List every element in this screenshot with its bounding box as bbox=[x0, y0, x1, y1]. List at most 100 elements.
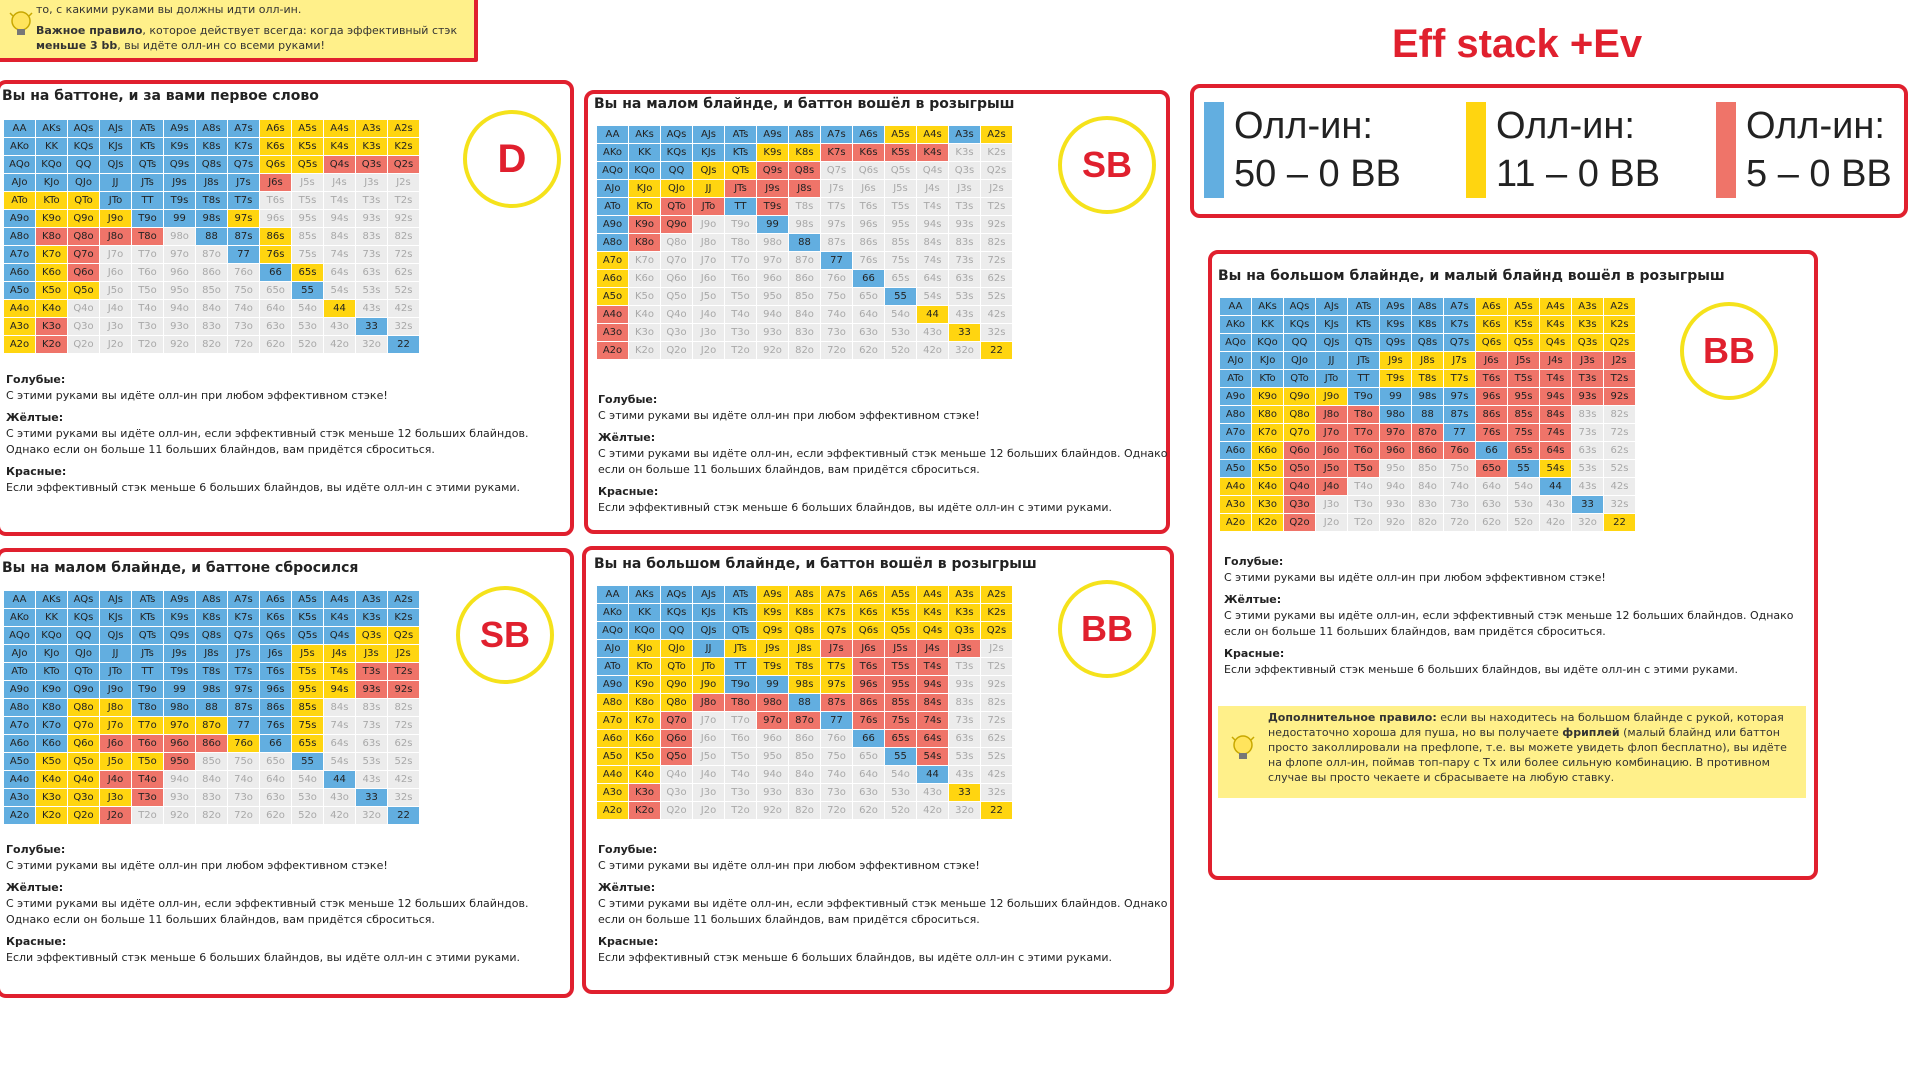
hand-cell: JTs bbox=[1348, 352, 1379, 369]
hand-cell: Q9o bbox=[68, 210, 99, 227]
hand-cell: Q6o bbox=[661, 730, 692, 747]
hand-cell: T5s bbox=[292, 663, 323, 680]
hand-cell: J6s bbox=[260, 174, 291, 191]
hand-cell: K9s bbox=[164, 609, 195, 626]
hand-cell: Q3o bbox=[1284, 496, 1315, 513]
hand-cell: 96s bbox=[260, 681, 291, 698]
grid-row: A5o K5o Q5o J5o T5o 95o 85o 75o 65o 55 54s 53s 52s bbox=[4, 282, 419, 299]
hand-cell: 44 bbox=[324, 771, 355, 788]
hand-cell: Q7o bbox=[68, 246, 99, 263]
hand-cell: Q5s bbox=[292, 156, 323, 173]
hand-cell: J2o bbox=[693, 802, 724, 819]
hand-cell: T4o bbox=[132, 300, 163, 317]
hand-cell: A3s bbox=[949, 586, 980, 603]
hand-cell: 53o bbox=[885, 784, 916, 801]
hand-cell: 99 bbox=[164, 210, 195, 227]
hand-cell: 82s bbox=[388, 699, 419, 716]
hand-cell: 64o bbox=[260, 300, 291, 317]
hand-cell: AKs bbox=[36, 591, 67, 608]
hand-cell: 53s bbox=[1572, 460, 1603, 477]
hand-cell: 52o bbox=[292, 336, 323, 353]
hand-cell: JJ bbox=[1316, 352, 1347, 369]
hand-cell: 72s bbox=[981, 252, 1012, 269]
hand-cell: Q4s bbox=[1540, 334, 1571, 351]
grid-row: A4o K4o Q4o J4o T4o 94o 84o 74o 64o 54o 44 43s 42s bbox=[4, 771, 419, 788]
grid-row: A2o K2o Q2o J2o T2o 92o 82o 72o 62o 52o 42o 32o 22 bbox=[1220, 514, 1635, 531]
hand-cell: QTo bbox=[661, 658, 692, 675]
hand-cell: Q3s bbox=[356, 627, 387, 644]
hand-cell: 74o bbox=[1444, 478, 1475, 495]
hand-cell: TT bbox=[132, 192, 163, 209]
hand-cell: Q9s bbox=[757, 622, 788, 639]
hand-cell: 85s bbox=[885, 234, 916, 251]
hand-cell: T4s bbox=[917, 198, 948, 215]
hand-cell: 74s bbox=[917, 712, 948, 729]
legend-title: Eff stack +Ev bbox=[1392, 22, 1643, 66]
hand-cell: 96o bbox=[164, 264, 195, 281]
hand-cell: J9s bbox=[164, 645, 195, 662]
hand-cell: K9s bbox=[164, 138, 195, 155]
hand-cell: 99 bbox=[757, 676, 788, 693]
grid-row: A5o K5o Q5o J5o T5o 95o 85o 75o 65o 55 54s 53s 52s bbox=[597, 288, 1012, 305]
grid-row: A9o K9o Q9o J9o T9o 99 98s 97s 96s 95s 94s 93s 92s bbox=[4, 681, 419, 698]
hand-cell: 83o bbox=[1412, 496, 1443, 513]
hand-cell: Q3s bbox=[949, 162, 980, 179]
grid-row: A3o K3o Q3o J3o T3o 93o 83o 73o 63o 53o 43o 33 32s bbox=[597, 784, 1012, 801]
hand-cell: T3s bbox=[356, 192, 387, 209]
hand-cell: JTo bbox=[100, 663, 131, 680]
grid-row: A7o K7o Q7o J7o T7o 97o 87o 77 76s 75s 74s 73s 72s bbox=[4, 246, 419, 263]
hand-cell: A7o bbox=[4, 717, 35, 734]
hand-cell: KTo bbox=[1252, 370, 1283, 387]
hand-cell: Q5s bbox=[1508, 334, 1539, 351]
hand-cell: 52o bbox=[885, 802, 916, 819]
hand-cell: AQs bbox=[68, 120, 99, 137]
hand-cell: A5s bbox=[292, 120, 323, 137]
hand-cell: A3s bbox=[949, 126, 980, 143]
hand-cell: A9o bbox=[4, 681, 35, 698]
hand-cell: 63o bbox=[853, 324, 884, 341]
hand-cell: 94o bbox=[1380, 478, 1411, 495]
hand-cell: A6o bbox=[597, 730, 628, 747]
hand-cell: T9o bbox=[132, 210, 163, 227]
hand-cell: 94o bbox=[757, 766, 788, 783]
hand-cell: 83s bbox=[1572, 406, 1603, 423]
hand-cell: A9o bbox=[597, 216, 628, 233]
hand-cell: J8o bbox=[100, 699, 131, 716]
position-badge: D bbox=[463, 110, 561, 208]
hand-cell: K8s bbox=[196, 138, 227, 155]
hand-cell: QTo bbox=[68, 192, 99, 209]
hand-cell: J4o bbox=[100, 771, 131, 788]
grid-row: A8o K8o Q8o J8o T8o 98o 88 87s 86s 85s 84s 83s 82s bbox=[597, 234, 1012, 251]
hand-cell: 73o bbox=[1444, 496, 1475, 513]
hand-cell: K2s bbox=[981, 144, 1012, 161]
hand-cell: Q2s bbox=[388, 156, 419, 173]
hand-cell: QTs bbox=[1348, 334, 1379, 351]
hand-cell: AJo bbox=[597, 180, 628, 197]
hand-cell: ATs bbox=[1348, 298, 1379, 315]
hand-cell: T3s bbox=[356, 663, 387, 680]
hand-cell: 54o bbox=[1508, 478, 1539, 495]
tip-top-rule: Важное правило, которое действует всегда… bbox=[36, 24, 458, 52]
hand-cell: 85s bbox=[292, 699, 323, 716]
hand-cell: 94s bbox=[917, 216, 948, 233]
hand-cell: A9s bbox=[757, 586, 788, 603]
hand-cell: KJo bbox=[629, 180, 660, 197]
hand-cell: T9s bbox=[164, 192, 195, 209]
hand-cell: 84s bbox=[324, 699, 355, 716]
legend-range: 50 – 0 BB bbox=[1234, 153, 1401, 195]
hand-cell: 73o bbox=[228, 789, 259, 806]
hand-cell: Q5o bbox=[661, 748, 692, 765]
hand-cell: K3s bbox=[1572, 316, 1603, 333]
hand-cell: 32o bbox=[949, 802, 980, 819]
hand-cell: 86o bbox=[789, 730, 820, 747]
hand-cell: A6o bbox=[4, 264, 35, 281]
hand-cell: Q8o bbox=[661, 234, 692, 251]
hand-cell: A6o bbox=[597, 270, 628, 287]
hand-cell: 88 bbox=[789, 694, 820, 711]
hand-cell: A5o bbox=[597, 748, 628, 765]
legend-swatch-red bbox=[1716, 102, 1736, 198]
hand-cell: TT bbox=[132, 663, 163, 680]
grid-row: A4o K4o Q4o J4o T4o 94o 84o 74o 64o 54o 44 43s 42s bbox=[597, 766, 1012, 783]
hand-cell: 98o bbox=[757, 694, 788, 711]
hand-cell: 96o bbox=[757, 730, 788, 747]
